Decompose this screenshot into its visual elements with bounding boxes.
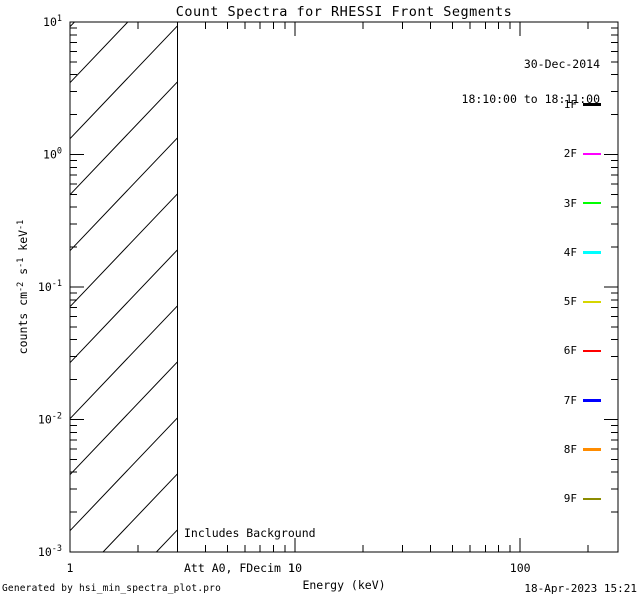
x-tick-label: 1 <box>67 561 74 575</box>
legend-swatch-line <box>583 448 601 451</box>
note-attenuator-state: Att A0, FDecim 1 <box>184 560 295 575</box>
legend-entry-label: 3F <box>563 196 577 210</box>
legend-entry: 3F <box>562 196 601 210</box>
legend-entry-label: 4F <box>563 245 577 259</box>
x-tick-label: 10 <box>288 561 302 575</box>
legend-swatch-line <box>583 103 601 106</box>
legend-swatch-line <box>583 152 601 156</box>
hatch-line <box>155 529 178 552</box>
y-tick-label: 10-1 <box>38 279 62 294</box>
hatch-line <box>70 81 178 196</box>
hatch-line <box>70 249 178 364</box>
hatch-line <box>70 22 129 84</box>
legend-entry: 2F <box>562 147 601 161</box>
hatch-line <box>70 137 178 252</box>
note-includes-background: Includes Background <box>184 526 316 540</box>
x-tick-label: 100 <box>510 561 531 575</box>
legend-entry: 5F <box>562 296 601 307</box>
y-tick-label: 10-2 <box>38 412 62 427</box>
chart-title: Count Spectra for RHESSI Front Segments <box>175 4 513 20</box>
y-tick-label: 101 <box>43 14 62 29</box>
hatch-line <box>70 305 178 420</box>
observation-time-range: 18:10:00 to 18:11:00 <box>461 91 600 106</box>
hatch-line <box>70 193 178 308</box>
legend-entry-label: 6F <box>563 344 577 358</box>
legend-entry-label: 7F <box>563 393 577 407</box>
legend-entry: 6F <box>562 344 601 358</box>
hatched-region <box>70 22 178 552</box>
footer-timestamp: 18-Apr-2023 15:21 <box>524 582 637 595</box>
legend-entry-label: 1F <box>563 98 577 111</box>
hatch-line <box>70 417 178 532</box>
y-tick-label: 100 <box>43 147 62 162</box>
hatch-line <box>70 25 178 140</box>
footer-credit: Generated by hsi_min_spectra_plot.pro <box>2 583 222 594</box>
plot-notes: Includes Background Att A0, FDecim 1 <box>184 505 316 597</box>
legend-entry: 7F <box>562 393 601 407</box>
legend-swatch-line <box>583 497 601 501</box>
legend-entry: 8F <box>562 444 601 455</box>
legend-swatch-line <box>583 251 601 254</box>
hatch-line <box>70 361 178 476</box>
observation-date: 30-Dec-2014 <box>523 57 600 72</box>
observation-block: 30-Dec-2014 18:10:00 to 18:11:00 <box>462 36 600 129</box>
x-axis-label: Energy (keV) <box>302 578 386 592</box>
detector-legend: 1F 2F 3F 4F 5F 6F 7F 8F <box>562 61 601 543</box>
legend-swatch-line <box>583 399 601 402</box>
legend-entry: 1F <box>562 99 601 110</box>
legend-swatch-line <box>583 201 601 205</box>
legend-entry-label: 5F <box>563 295 577 309</box>
legend-swatch-line <box>583 300 601 304</box>
legend-swatch-line <box>583 349 601 353</box>
legend-entry: 4F <box>562 247 601 258</box>
legend-entry-label: 8F <box>563 443 577 457</box>
y-axis-label: counts cm-2 s-1 keV-1 <box>16 220 30 355</box>
hatch-line <box>102 473 178 552</box>
legend-entry-label: 2F <box>563 147 577 161</box>
legend-entry: 9F <box>562 492 601 506</box>
y-tick-label: 10-3 <box>38 544 62 559</box>
legend-entry-label: 9F <box>563 492 577 506</box>
